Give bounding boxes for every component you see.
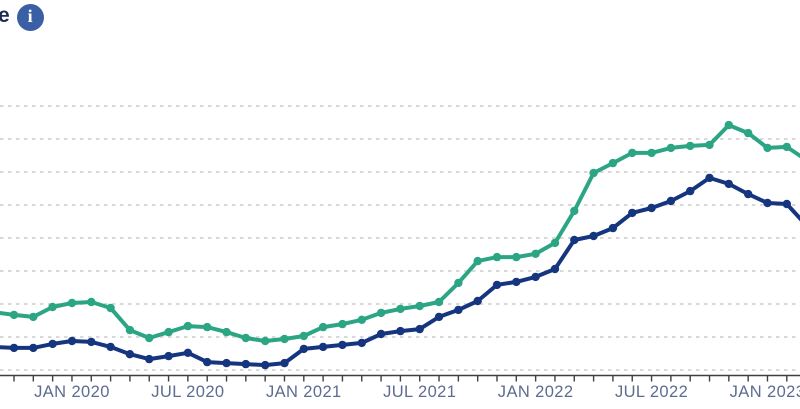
series-point-green-line[interactable] [782,142,791,152]
series-point-green-line[interactable] [434,297,444,307]
series-point-blue-line[interactable] [48,339,57,349]
series-point-blue-line[interactable] [318,342,328,352]
x-axis-label: JAN 2023 [730,383,800,401]
series-point-green-line[interactable] [647,148,656,158]
series-point-green-line[interactable] [29,312,38,322]
series-point-green-line[interactable] [686,141,695,151]
series-point-green-line[interactable] [357,315,366,324]
series-point-green-line[interactable] [9,310,19,320]
series-point-blue-line[interactable] [415,324,424,334]
series-point-blue-line[interactable] [705,173,714,183]
series-point-blue-line[interactable] [9,343,19,353]
series-point-blue-line[interactable] [280,358,289,368]
series-point-blue-line[interactable] [512,277,521,287]
series-point-blue-line[interactable] [570,235,579,245]
series-point-green-line[interactable] [744,128,753,138]
series-point-green-line[interactable] [241,333,250,343]
series-point-green-line[interactable] [183,321,193,331]
series-point-green-line[interactable] [318,322,328,332]
series-point-blue-line[interactable] [473,296,482,306]
series-point-green-line[interactable] [454,278,463,288]
series-point-green-line[interactable] [415,301,424,311]
series-point-blue-line[interactable] [782,199,791,209]
x-axis-label: JAN 2020 [34,383,110,401]
series-point-green-line[interactable] [106,303,115,313]
series-point-blue-line[interactable] [666,196,676,206]
series-point-green-line[interactable] [299,331,308,341]
x-axis-label: JUL 2021 [383,383,456,401]
series-point-green-line[interactable] [203,322,212,332]
series-point-blue-line[interactable] [338,340,347,350]
series-point-green-line[interactable] [67,298,77,308]
series-point-green-line[interactable] [608,158,618,168]
series-point-blue-line[interactable] [376,329,386,339]
series-point-blue-line[interactable] [647,203,656,213]
series-point-green-line[interactable] [492,252,502,262]
series-point-blue-line[interactable] [608,223,618,233]
series-point-blue-line[interactable] [628,208,637,218]
series-point-blue-line[interactable] [492,280,502,290]
series-point-green-line[interactable] [164,327,173,337]
series-point-green-line[interactable] [589,168,598,178]
series-point-green-line[interactable] [512,252,521,262]
series-point-green-line[interactable] [531,249,540,258]
series-point-green-line[interactable] [666,143,676,153]
series-point-green-line[interactable] [125,325,135,335]
series-point-blue-line[interactable] [744,189,753,199]
chart-header: e i [0,0,44,32]
series-point-green-line[interactable] [550,238,560,248]
series-point-blue-line[interactable] [454,305,463,315]
series-point-green-line[interactable] [280,334,289,344]
series-point-blue-line[interactable] [183,348,193,357]
series-point-green-line[interactable] [222,327,231,337]
series-point-blue-line[interactable] [589,231,598,241]
series-point-blue-line[interactable] [434,312,444,322]
series-point-blue-line[interactable] [686,186,695,196]
x-axis-label: JAN 2021 [266,383,342,401]
series-point-blue-line[interactable] [396,326,405,336]
series-point-blue-line[interactable] [29,343,38,353]
series-point-green-line[interactable] [628,148,637,158]
series-point-green-line[interactable] [145,333,154,343]
series-point-blue-line[interactable] [222,358,231,368]
x-axis-label: JAN 2022 [498,383,574,401]
series-point-green-line[interactable] [724,120,733,130]
series-point-green-line[interactable] [396,304,405,314]
series-point-green-line[interactable] [473,256,482,266]
series-point-green-line[interactable] [705,140,714,150]
series-point-green-line[interactable] [87,297,96,307]
info-icon-glyph: i [27,6,33,26]
series-point-blue-line[interactable] [164,351,173,361]
series-point-green-line[interactable] [338,319,347,329]
series-point-blue-line[interactable] [203,357,212,367]
series-point-blue-line[interactable] [531,272,540,282]
series-point-green-line[interactable] [48,302,57,312]
series-point-green-line[interactable] [376,308,386,318]
series-point-blue-line[interactable] [763,198,772,208]
info-icon[interactable]: i [16,3,44,31]
series-point-blue-line[interactable] [357,338,366,348]
series-point-green-line[interactable] [570,206,579,216]
series-point-blue-line[interactable] [145,354,154,364]
series-point-blue-line[interactable] [724,179,733,189]
series-point-blue-line[interactable] [67,336,77,346]
x-axis-label: JUL 2022 [615,383,688,401]
series-point-blue-line[interactable] [87,337,96,347]
series-point-blue-line[interactable] [241,359,250,369]
series-point-blue-line[interactable] [125,350,135,359]
x-axis-label: JUL 2020 [151,383,224,401]
chart-title-fragment: e [0,4,10,27]
series-point-blue-line[interactable] [550,264,560,274]
series-point-blue-line[interactable] [106,342,115,352]
series-point-green-line[interactable] [763,143,772,153]
series-point-blue-line[interactable] [299,344,308,354]
series-point-green-line[interactable] [261,336,270,346]
series-point-blue-line[interactable] [261,360,270,370]
